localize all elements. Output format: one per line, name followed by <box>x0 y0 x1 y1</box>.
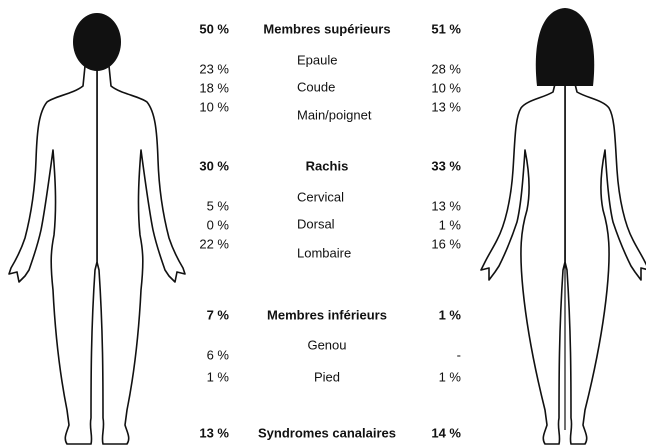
section-title: Membres inférieurs <box>267 307 387 322</box>
section-left-value: 13 % <box>199 425 229 440</box>
item-label: Dorsal <box>297 216 335 231</box>
item-right-value: 1 % <box>439 217 462 232</box>
item-right-value: 13 % <box>431 198 461 213</box>
section-left-value: 50 % <box>199 21 229 36</box>
section-left-value: 30 % <box>199 158 229 173</box>
item-label: Cervical <box>297 189 344 204</box>
item-right-value: 13 % <box>431 99 461 114</box>
item-left-value: 0 % <box>207 217 230 232</box>
item-left-value: 22 % <box>199 236 229 251</box>
item-right-value: - <box>457 347 461 362</box>
item-label: Genou <box>307 337 346 352</box>
item-label: Pied <box>314 369 340 384</box>
stats-table: 50 % Membres supérieurs 51 % 23 % Epaule 28 %… <box>199 21 461 440</box>
section-right-value: 51 % <box>431 21 461 36</box>
section-right-value: 33 % <box>431 158 461 173</box>
item-left-value: 1 % <box>207 369 230 384</box>
item-right-value: 28 % <box>431 61 461 76</box>
section-left-value: 7 % <box>207 307 230 322</box>
item-label: Epaule <box>297 52 337 67</box>
item-label: Main/poignet <box>297 107 372 122</box>
item-right-value: 10 % <box>431 80 461 95</box>
item-left-value: 6 % <box>207 347 230 362</box>
item-right-value: 16 % <box>431 236 461 251</box>
section-title: Rachis <box>306 158 349 173</box>
item-right-value: 1 % <box>439 369 462 384</box>
section-title: Syndromes canalaires <box>258 425 396 440</box>
item-left-value: 10 % <box>199 99 229 114</box>
section-right-value: 14 % <box>431 425 461 440</box>
item-left-value: 23 % <box>199 61 229 76</box>
section-right-value: 1 % <box>439 307 462 322</box>
item-label: Lombaire <box>297 245 351 260</box>
item-label: Coude <box>297 79 335 94</box>
section-title: Membres supérieurs <box>263 21 390 36</box>
item-left-value: 18 % <box>199 80 229 95</box>
item-left-value: 5 % <box>207 198 230 213</box>
male-figure <box>8 13 186 445</box>
female-figure <box>480 8 646 445</box>
